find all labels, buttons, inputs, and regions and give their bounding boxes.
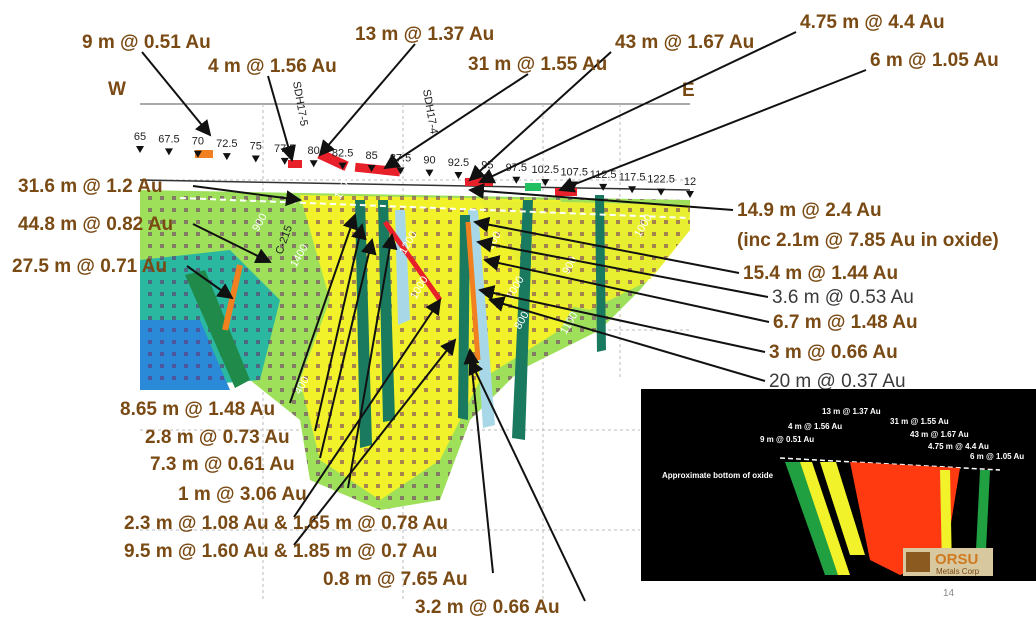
station-label: 75 — [250, 140, 262, 152]
callout: 7.3 m @ 0.61 Au — [150, 454, 295, 475]
callout: 3.6 m @ 0.53 Au — [772, 287, 914, 308]
station-tick — [628, 186, 636, 193]
callout: 31.6 m @ 1.2 Au — [18, 176, 163, 197]
inset-callout: 6 m @ 1.05 Au — [970, 452, 1024, 461]
callout: 27.5 m @ 0.71 Au — [12, 256, 167, 277]
station-tick — [541, 179, 549, 186]
station-label: 117.5 — [619, 171, 646, 183]
callout: 4 m @ 1.56 Au — [208, 56, 337, 77]
station-label: 67.5 — [158, 133, 179, 145]
inset: ORSU Metals Corp Approximate bottom of o… — [641, 389, 1036, 581]
callout: 14.9 m @ 2.4 Au — [737, 200, 882, 221]
callout: 31 m @ 1.55 Au — [468, 54, 607, 75]
station-tick — [599, 184, 607, 191]
station-label: 82.5 — [332, 148, 353, 160]
callout: 8.65 m @ 1.48 Au — [120, 399, 275, 420]
slide: 6567.57072.57577.58082.58587.59092.59597… — [0, 0, 1036, 619]
station-label: 72.5 — [216, 138, 237, 150]
west-label: W — [108, 79, 126, 100]
station-tick — [252, 155, 260, 162]
callout: 9 m @ 0.51 Au — [82, 32, 211, 53]
station-label: 90 — [423, 155, 435, 167]
leader — [470, 360, 585, 601]
oxide-label: Approximate bottom of oxide — [662, 471, 774, 480]
callout: 6 m @ 1.05 Au — [870, 50, 999, 71]
callout: 2.8 m @ 0.73 Au — [145, 427, 290, 448]
leader — [560, 70, 866, 190]
inset-callout: 4.75 m @ 4.4 Au — [928, 442, 989, 451]
station-tick — [281, 158, 289, 165]
station-tick — [165, 148, 173, 155]
logo: ORSU — [935, 551, 978, 568]
station-label: 102.5 — [531, 164, 559, 176]
station-tick — [425, 170, 433, 177]
inset-callout: 4 m @ 1.56 Au — [788, 422, 842, 431]
callout: 1 m @ 3.06 Au — [178, 484, 307, 505]
callout: (inc 2.1m @ 7.85 Au in oxide) — [737, 230, 999, 251]
logo-sub: Metals Corp — [936, 567, 980, 576]
callout: 15.4 m @ 1.44 Au — [743, 263, 898, 284]
station-label: 12 — [684, 176, 696, 188]
inset-callout: 9 m @ 0.51 Au — [760, 435, 814, 444]
station-tick — [136, 146, 144, 153]
callout: 6.7 m @ 1.48 Au — [773, 312, 918, 333]
inset-callout: 43 m @ 1.67 Au — [910, 430, 969, 439]
page-number: 14 — [943, 588, 955, 599]
drill-hole-label: SDH17-4 — [420, 88, 440, 135]
station-label: 122.5 — [647, 174, 675, 186]
callout: 13 m @ 1.37 Au — [355, 24, 494, 45]
leader — [385, 74, 528, 168]
callout: 3.2 m @ 0.66 Au — [415, 597, 560, 618]
station-tick — [310, 160, 318, 167]
callout: 2.3 m @ 1.08 Au & 1.65 m @ 0.78 Au — [124, 513, 448, 534]
callout: 43 m @ 1.67 Au — [615, 32, 754, 53]
callout: 20 m @ 0.37 Au — [769, 371, 906, 392]
leader — [142, 52, 210, 135]
station-tick — [223, 153, 231, 160]
callout: 44.8 m @ 0.82 Au — [18, 214, 173, 235]
callout: 9.5 m @ 1.60 Au & 1.85 m @ 0.7 Au — [124, 541, 437, 562]
station-label: 70 — [192, 136, 204, 148]
station-label: 85 — [365, 150, 377, 162]
station-label: 92.5 — [448, 157, 469, 169]
station-label: 80 — [308, 145, 320, 157]
station-tick — [657, 189, 665, 196]
station-label: 65 — [134, 131, 146, 143]
station-label: 107.5 — [560, 167, 588, 179]
callout: 4.75 m @ 4.4 Au — [800, 12, 945, 33]
callout: 0.8 m @ 7.65 Au — [323, 569, 468, 590]
inset-callout: 31 m @ 1.55 Au — [890, 417, 949, 426]
station-tick — [686, 191, 694, 198]
callout: 3 m @ 0.66 Au — [769, 342, 898, 363]
station-label: 112.5 — [590, 169, 617, 181]
inset-callout: 13 m @ 1.37 Au — [822, 407, 881, 416]
station-label: 77.5 — [274, 143, 295, 155]
station-tick — [454, 172, 462, 179]
